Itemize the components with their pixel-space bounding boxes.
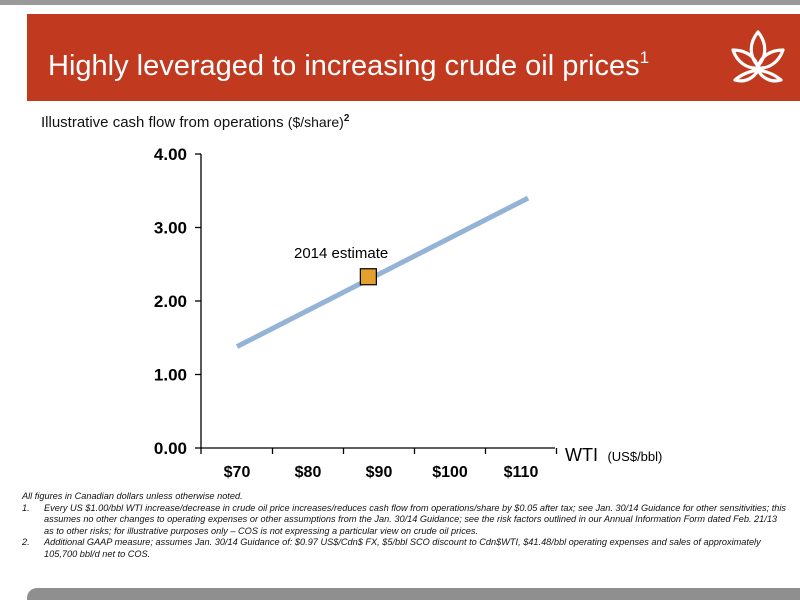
footnotes: All figures in Canadian dollars unless o… — [22, 491, 787, 560]
y-axis-ticks: 0.00 1.00 2.00 3.00 4.00 — [154, 145, 201, 458]
x-tick-label: $90 — [366, 464, 393, 481]
chart-subtitle: Illustrative cash flow from operations (… — [41, 113, 349, 131]
x-tick-label: $110 — [504, 464, 539, 481]
x-tick-label: $100 — [432, 464, 468, 481]
x-axis-ticks: $70 $80 $90 $100 $110 — [200, 448, 558, 481]
footnote-2-text: Additional GAAP measure; assumes Jan. 30… — [44, 537, 761, 559]
lotus-flower-logo-icon — [731, 30, 785, 83]
series-group — [235, 195, 530, 349]
footnote-1-number: 1. — [22, 502, 30, 513]
x-axis-label-unit: (US$/bbl) — [607, 449, 662, 464]
y-tick-label: 2.00 — [154, 292, 187, 311]
y-tick-label: 0.00 — [154, 439, 187, 458]
footnote-2-number: 2. — [22, 537, 30, 547]
bottom-bar — [27, 588, 800, 600]
page-title-text: Highly leveraged to increasing crude oil… — [48, 50, 640, 82]
x-axis-label: WTI (US$/bbl) — [565, 445, 662, 465]
chart-subtitle-unit: ($/share) — [287, 114, 344, 130]
x-tick-label: $70 — [224, 464, 251, 481]
y-tick-label: 4.00 — [154, 145, 187, 164]
subtitle-footnote-marker: 2 — [343, 113, 350, 124]
title-footnote-marker: 1 — [639, 48, 650, 67]
annotation-group: 2014 estimate — [294, 245, 388, 286]
footnote-2: 2. Additional GAAP measure; assumes Jan.… — [22, 537, 787, 560]
chart-subtitle-text: Illustrative cash flow from operations — [41, 114, 288, 131]
series-line — [235, 195, 530, 349]
estimate-marker — [359, 268, 377, 286]
footnote-1: 1. Every US $1.00/bbl WTI increase/decre… — [22, 503, 787, 538]
footnote-1-text: Every US $1.00/bbl WTI increase/decrease… — [44, 502, 787, 536]
title-banner: Highly leveraged to increasing crude oil… — [27, 14, 800, 101]
estimate-label: 2014 estimate — [294, 245, 388, 262]
x-tick-label: $80 — [295, 464, 322, 481]
y-tick-label: 3.00 — [154, 219, 187, 238]
page-title: Highly leveraged to increasing crude oil… — [48, 48, 649, 83]
footnote-intro: All figures in Canadian dollars unless o… — [22, 491, 243, 501]
x-axis-label-main: WTI — [565, 445, 598, 465]
top-strip — [0, 0, 800, 5]
y-tick-label: 1.00 — [154, 366, 187, 385]
